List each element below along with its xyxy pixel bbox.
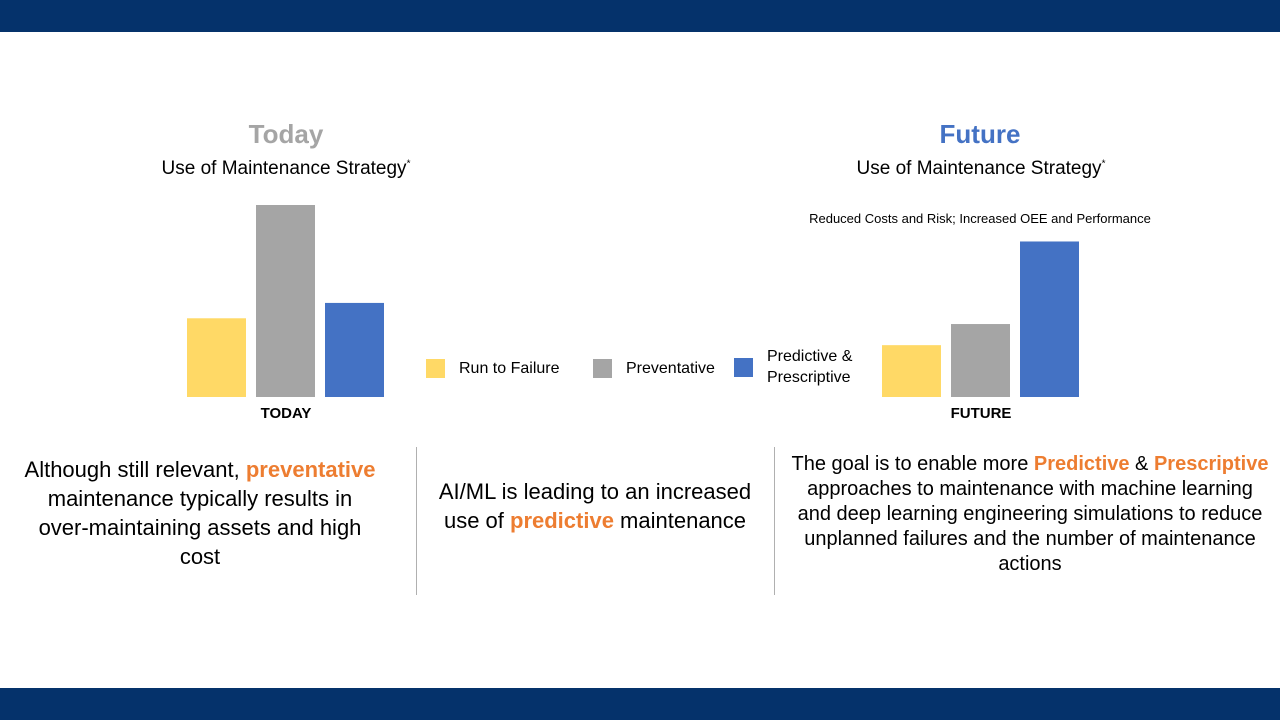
divider-right (774, 447, 775, 595)
legend-label-predictive: Predictive & Prescriptive (767, 346, 852, 388)
legend-item-preventative: Preventative (593, 358, 715, 379)
bottom-band (0, 688, 1280, 720)
legend-swatch-preventative (593, 359, 612, 378)
caption-left-highlight: preventative (245, 457, 376, 482)
future-bar-3 (1020, 241, 1079, 397)
caption-right-pre: The goal is to enable more (791, 453, 1034, 475)
today-footnote-mark: * (406, 158, 411, 170)
today-subtitle-text: Use of Maintenance Strategy (161, 158, 407, 179)
caption-middle-post: maintenance (613, 508, 747, 533)
caption-left-pre: Although still relevant, (24, 457, 246, 482)
legend-item-run-to-failure: Run to Failure (426, 358, 560, 379)
future-subtitle-text: Use of Maintenance Strategy (856, 158, 1102, 179)
bar-charts: TODAY FUTURE (187, 205, 1079, 422)
future-bar-1 (882, 345, 941, 397)
today-bar-3 (325, 302, 384, 397)
caption-middle: AI/ML is leading to an increased use of … (430, 477, 760, 535)
caption-right: The goal is to enable more Predictive & … (790, 452, 1270, 577)
legend-label-run-to-failure: Run to Failure (459, 360, 560, 377)
today-subtitle: Use of Maintenance Strategy* (116, 158, 456, 180)
caption-right-highlight-1: Predictive (1033, 453, 1130, 475)
today-axis-label: TODAY (261, 405, 312, 422)
legend-swatch-predictive (734, 357, 753, 377)
today-bar-1 (187, 318, 246, 397)
future-axis-label: FUTURE (951, 405, 1012, 422)
future-heading: Future (939, 119, 1021, 149)
divider-left (416, 447, 417, 595)
future-footnote-mark: * (1101, 158, 1106, 170)
legend-label-predictive-line1: Predictive & (767, 348, 853, 365)
future-subtitle: Use of Maintenance Strategy* (811, 158, 1151, 180)
today-bar-2 (256, 205, 315, 397)
caption-right-mid: & (1129, 453, 1154, 475)
legend-item-predictive: Predictive & Prescriptive (734, 346, 852, 388)
caption-middle-pre: AI/ML is leading to an increased use of (438, 479, 752, 533)
today-heading: Today (248, 119, 324, 149)
legend-label-predictive-line2: Prescriptive (767, 369, 851, 386)
legend-label-preventative: Preventative (626, 360, 715, 377)
future-annotation: Reduced Costs and Risk; Increased OEE an… (809, 211, 1151, 226)
legend-swatch-run-to-failure (426, 359, 445, 378)
future-bar-2 (951, 324, 1010, 397)
caption-right-highlight-2: Prescriptive (1153, 453, 1269, 475)
caption-left: Although still relevant, preventative ma… (20, 455, 380, 571)
caption-middle-highlight: predictive (510, 508, 614, 533)
top-band (0, 0, 1280, 32)
caption-left-post: maintenance typically results in over-ma… (38, 486, 362, 569)
caption-right-post: approaches to maintenance with machine l… (797, 478, 1263, 575)
